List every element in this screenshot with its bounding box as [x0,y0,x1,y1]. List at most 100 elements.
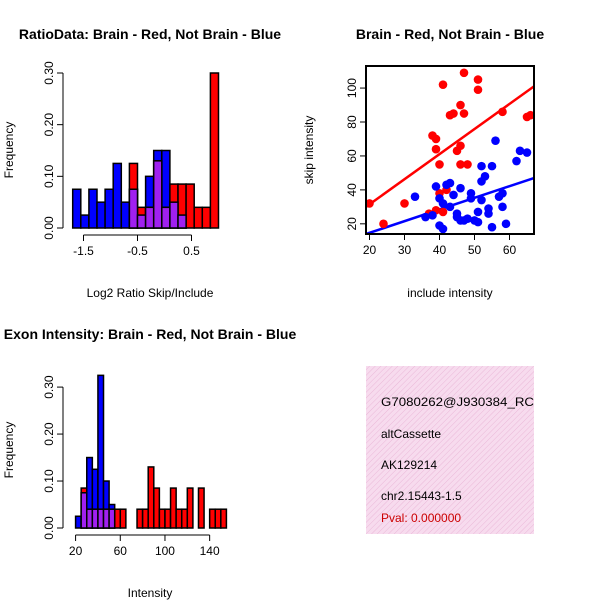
scatter-title: Brain - Red, Not Brain - Blue [356,26,544,42]
exon-hist-bar-red [214,508,222,529]
scatter-point-blue [477,161,486,171]
scatter-point-blue [466,194,476,203]
ratio-hist-bar-red [209,72,220,229]
info-probe-id: G7080262@J930384_RC [381,395,534,409]
scatter-point-blue [512,156,521,166]
scatter-point-blue [498,202,507,212]
ratio-hist-y-tick-label: 0.30 [42,61,56,85]
exon-hist-bar-overlap [86,508,94,529]
exon-hist-x-tick-label: 140 [200,544,220,558]
scatter-point-blue [522,148,532,157]
scatter-point-red [459,109,469,118]
exon-hist-bar-blue [97,374,105,529]
scatter-point-red [456,100,465,110]
ratio-hist-bar-overlap [169,201,179,229]
scatter-point-blue [445,178,455,188]
scatter-x-tick-label: 40 [433,243,447,257]
scatter-points [366,68,534,234]
intensity-scatter-panel: Brain - Red, Not Brain - Blue include in… [302,26,544,300]
exon-hist-bar-red [169,487,177,529]
scatter-point-blue [491,136,500,145]
exon-hist-bar-red [180,508,189,529]
info-panel-hatch [366,366,534,534]
scatter-axes: 20 30 40 50 60 20 40 60 80 100 [345,65,535,257]
scatter-point-blue [501,219,511,229]
exon-hist-bar-red [175,508,183,529]
scatter-plot-frame [365,65,535,235]
ratio-hist-bar-overlap [177,214,187,229]
scatter-y-tick-label: 20 [345,217,359,231]
exon-intensity-histogram-panel: Exon Intensity: Brain - Red, Not Brain -… [2,326,296,600]
scatter-point-red [379,219,388,229]
scatter-point-red [456,160,465,169]
exon-hist-bar-red [197,487,205,529]
exon-info-panel: G7080262@J930384_RC altCassette AK129214… [366,366,534,534]
ratio-histogram-panel: RatioData: Brain - Red, Not Brain - Blue… [2,26,281,300]
exon-hist-x-tick-label: 100 [155,544,175,558]
scatter-x-tick-label: 60 [503,243,517,257]
exon-hist-bar-red [141,508,149,529]
exon-histogram-axes: 20 60 100 140 0.00 0.10 0.20 0.30 [42,375,220,558]
ratio-hist-bar-red [193,206,204,229]
ratio-hist-bar-red [201,206,212,229]
exon-hist-bar-red [164,508,172,529]
exon-hist-bar-overlap [80,492,88,529]
scatter-y-tick-label: 100 [345,78,359,98]
info-cluster-id: chr2.15443-1.5 [381,489,462,503]
ratio-hist-x-tick-label: -1.5 [73,244,94,258]
scatter-point-red [438,80,448,89]
ratio-hist-bar-blue [104,188,114,229]
scatter-point-red [459,68,469,78]
exon-hist-bar-overlap [97,508,105,529]
ratio-hist-bar-overlap [161,206,171,229]
exon-hist-bar-red [147,466,155,529]
ratio-hist-bar-blue [120,201,131,229]
ratio-hist-bar-blue [80,214,90,229]
scatter-point-blue [515,146,525,156]
scatter-y-tick-label: 60 [345,149,359,163]
exon-histogram-x-label: Intensity [128,586,173,600]
exon-hist-bar-blue [74,515,82,529]
scatter-y-label: skip intensity [302,116,316,185]
exon-hist-y-tick-label: 0.30 [42,375,56,399]
ratio-hist-bar-red [185,183,195,229]
scatter-point-red [463,160,472,169]
scatter-point-blue [456,183,465,193]
ratio-hist-bar-blue [96,201,106,229]
scatter-point-red [366,199,374,208]
ratio-histogram-y-label: Frequency [2,122,16,179]
exon-hist-y-tick-label: 0.20 [42,422,56,446]
ratio-histogram-title: RatioData: Brain - Red, Not Brain - Blue [19,26,281,42]
exon-hist-y-tick-label: 0.10 [42,469,56,493]
ratio-hist-x-tick-label: -0.5 [127,244,148,258]
exon-hist-bar-overlap [91,508,99,529]
scatter-point-blue [449,190,458,200]
exon-histogram-bars [74,374,228,529]
exon-hist-bar-overlap [108,508,116,529]
ratio-hist-x-tick-label: 0.5 [183,244,200,258]
scatter-y-tick-label: 80 [345,115,359,129]
scatter-point-blue [487,161,497,171]
exon-hist-bar-red [113,508,122,529]
scatter-point-blue [438,224,448,234]
scatter-point-red [449,109,458,118]
scatter-x-tick-label: 50 [468,243,482,257]
exon-hist-bar-red [158,508,166,529]
scatter-point-red [473,85,483,95]
info-pvalue: Pval: 0.000000 [381,511,461,525]
ratio-hist-bar-blue [71,188,82,229]
ratio-hist-bar-overlap [136,214,147,229]
scatter-point-blue [487,222,497,232]
scatter-point-red [473,75,483,84]
ratio-hist-bar-blue [88,188,98,229]
ratio-hist-bar-blue [112,162,123,229]
scatter-point-blue [480,172,490,181]
ratio-hist-y-tick-label: 0.20 [42,113,56,137]
exon-hist-bar-red [220,508,228,529]
exon-hist-bar-red [119,508,127,529]
scatter-x-tick-label: 30 [398,243,412,257]
ratio-histogram-axes: -1.5 -0.5 0.5 0.00 0.10 0.20 0.30 [42,61,200,258]
ratio-histogram-bars [71,72,220,229]
scatter-point-blue [421,212,430,222]
